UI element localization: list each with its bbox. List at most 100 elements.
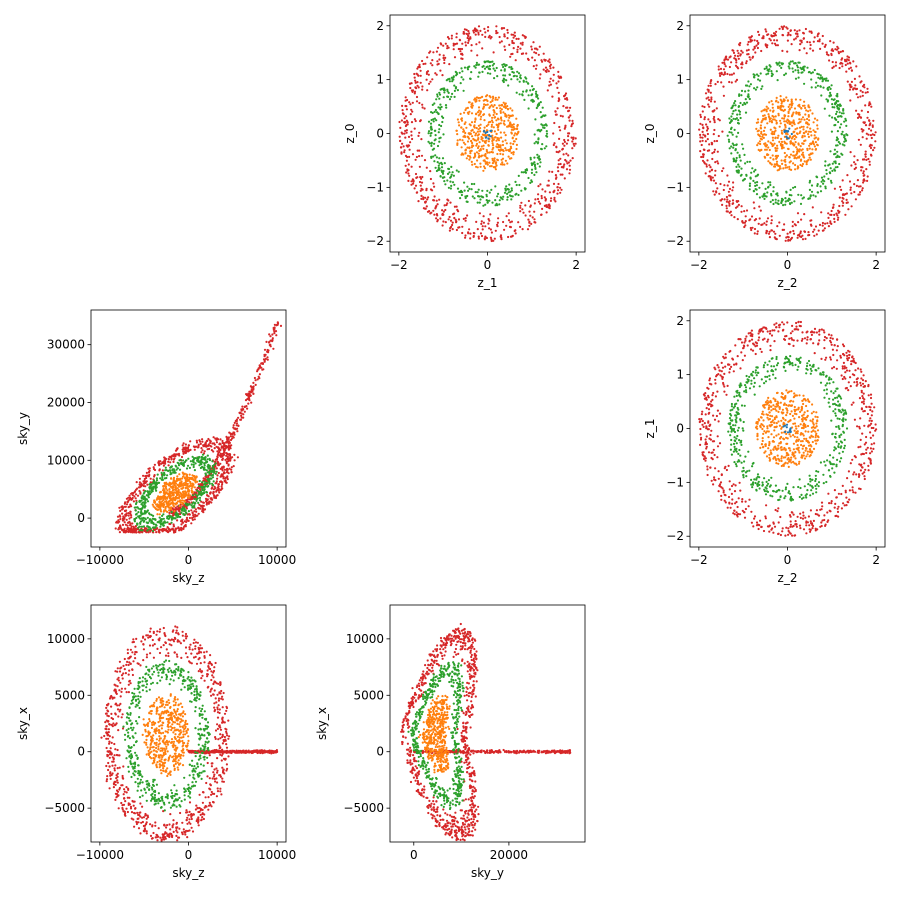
data-point [825, 51, 828, 54]
data-point [467, 112, 470, 115]
data-point [757, 222, 760, 225]
data-point [552, 182, 556, 185]
data-point [484, 131, 487, 135]
data-point [783, 108, 787, 111]
data-point [405, 131, 408, 134]
data-point [219, 488, 222, 492]
data-point [543, 126, 546, 129]
data-point [712, 133, 715, 136]
data-point [480, 138, 483, 141]
data-point [565, 97, 568, 100]
data-point [164, 469, 167, 472]
data-point [735, 61, 738, 64]
data-point [211, 442, 214, 445]
data-point [200, 486, 203, 489]
data-point [547, 203, 550, 206]
data-point [782, 228, 786, 231]
data-point [530, 94, 533, 97]
y-tick-label: 0 [376, 127, 384, 141]
data-point [701, 139, 704, 142]
data-point [405, 159, 408, 162]
data-point [442, 44, 445, 47]
data-point [524, 76, 527, 79]
data-point [451, 181, 455, 184]
data-point [768, 120, 771, 123]
data-point [142, 482, 146, 485]
data-point [563, 127, 566, 130]
data-point [778, 165, 782, 168]
data-point [464, 148, 467, 151]
data-point [855, 65, 858, 68]
data-point [776, 144, 779, 147]
data-point [841, 50, 844, 53]
data-point [214, 472, 217, 475]
data-point [767, 140, 770, 143]
data-point [456, 89, 459, 92]
data-point [139, 514, 142, 517]
data-point [737, 52, 740, 55]
data-point [187, 510, 190, 513]
data-point [794, 156, 797, 159]
data-point [793, 200, 796, 203]
data-point [799, 145, 802, 148]
data-point [483, 167, 487, 170]
data-point [492, 105, 495, 108]
data-point [130, 525, 133, 528]
data-point [447, 218, 450, 221]
data-point [443, 91, 446, 94]
data-point [709, 91, 712, 94]
data-point [153, 485, 156, 488]
data-point [843, 144, 846, 147]
data-point [447, 167, 450, 170]
data-point [819, 47, 822, 51]
data-point [758, 186, 761, 189]
data-point [438, 123, 441, 127]
data-point [450, 37, 453, 40]
data-point [489, 165, 492, 168]
data-point [470, 112, 474, 115]
data-point [755, 121, 759, 124]
data-point [466, 146, 469, 149]
data-point [428, 142, 431, 145]
data-point [201, 481, 204, 484]
data-point [562, 165, 565, 168]
data-point [833, 187, 837, 190]
data-point [473, 162, 476, 166]
data-point [706, 138, 709, 141]
data-point [798, 155, 801, 158]
data-point [797, 104, 800, 107]
data-point [207, 443, 210, 446]
data-point [203, 464, 206, 467]
data-point [848, 67, 851, 70]
data-point [502, 220, 505, 224]
data-point [528, 224, 531, 227]
data-point [748, 182, 752, 185]
data-point [540, 213, 543, 216]
data-point [496, 225, 499, 228]
data-point [699, 113, 702, 116]
data-point [504, 64, 507, 68]
data-point [768, 118, 772, 121]
data-point [769, 183, 772, 187]
data-point [855, 93, 858, 96]
data-point [712, 117, 715, 120]
data-point [827, 88, 830, 91]
data-point [570, 123, 574, 126]
data-point [790, 100, 793, 103]
data-point [450, 184, 453, 187]
data-point [200, 447, 203, 450]
data-point [831, 60, 834, 64]
data-point [227, 441, 230, 445]
data-point [764, 187, 767, 190]
data-point [484, 103, 487, 107]
data-point [809, 130, 813, 133]
data-point [734, 64, 738, 67]
data-point [484, 141, 487, 144]
data-point [227, 453, 230, 456]
data-point [462, 30, 465, 34]
data-point [774, 44, 778, 47]
data-point [476, 159, 479, 162]
data-point [802, 196, 806, 199]
data-point [767, 113, 770, 116]
